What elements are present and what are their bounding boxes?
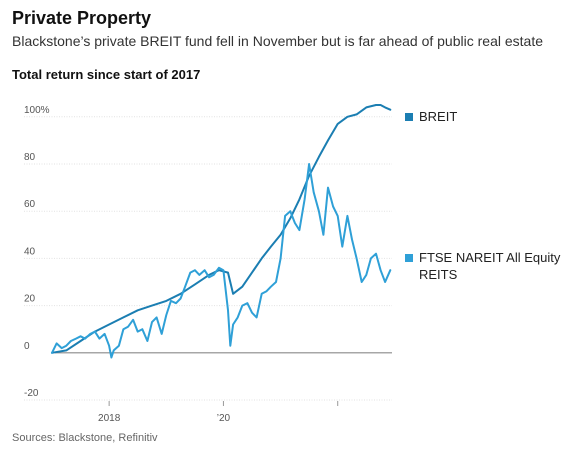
y-tick-label: 20 <box>24 294 36 305</box>
y-tick-label: 80 <box>24 152 36 163</box>
y-tick-label: 0 <box>24 341 30 352</box>
y-tick-label: -20 <box>24 388 39 399</box>
y-tick-label: 40 <box>24 246 36 257</box>
chart-headline: Private Property <box>12 8 152 28</box>
x-tick-label: 2018 <box>98 413 121 424</box>
chart-subtitle: Blackstone’s private BREIT fund fell in … <box>12 33 543 49</box>
y-tick-label: 100% <box>24 105 50 116</box>
legend-label-ftse: FTSE NAREIT All Equity REITS <box>419 250 561 282</box>
gridlines <box>24 116 392 401</box>
chart-title: Total return since start of 2017 <box>12 67 201 82</box>
legend-item-breit: BREIT <box>405 108 505 128</box>
legend-swatch-ftse <box>405 254 413 262</box>
source-note: Sources: Blackstone, Refinitiv <box>12 432 158 444</box>
x-axis-ticks: 2018 ’20 <box>98 401 339 424</box>
series-line-ftse <box>51 163 392 359</box>
series-line-breit <box>51 104 392 354</box>
y-tick-label: 60 <box>24 199 36 210</box>
legend-item-ftse: FTSE NAREIT All Equity REITS <box>405 249 575 289</box>
x-tick-label: ’20 <box>217 413 231 424</box>
legend-swatch-breit <box>405 113 413 121</box>
legend-label-breit: BREIT <box>419 109 458 124</box>
y-axis-tick-labels: 100% 80 60 40 20 0 -20 <box>24 105 50 399</box>
series-lines <box>51 104 392 359</box>
